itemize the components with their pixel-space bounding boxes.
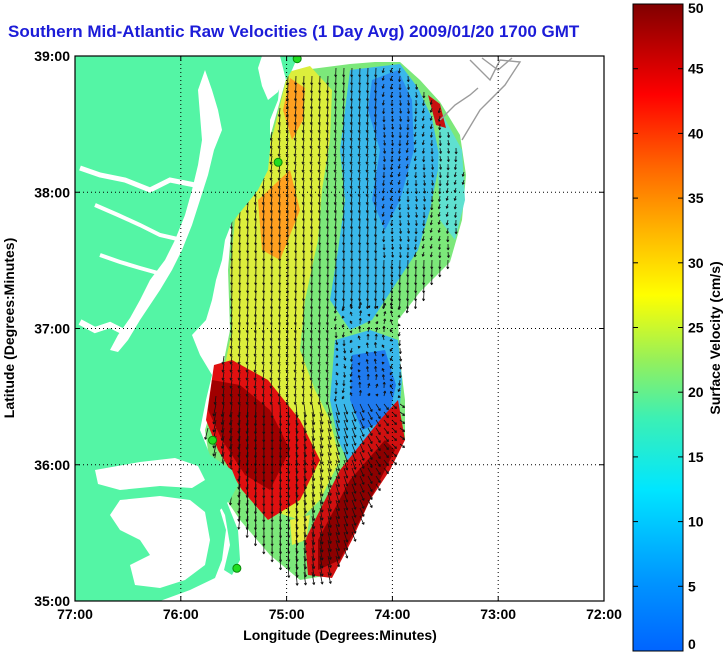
outer-banks [212, 480, 240, 575]
colorbar-tick-label: 20 [688, 384, 704, 400]
radar-station-marker [273, 157, 283, 167]
delaware-bay [258, 56, 285, 100]
velocity-zone-orange [283, 78, 305, 140]
albemarle-sound [95, 458, 205, 490]
y-axis-label: Latitude (Degrees:Minutes) [1, 238, 17, 418]
chesapeake-bay [110, 70, 222, 352]
velocity-zone-blue [350, 350, 396, 430]
map-grid [75, 56, 604, 601]
bathymetry-contours [439, 57, 522, 141]
velocity-zone-orange [258, 170, 300, 260]
radar-station-marker [232, 563, 242, 573]
x-tick-label: 73:00 [480, 606, 516, 622]
york-river [99, 253, 166, 277]
colorbar-tick-label: 30 [688, 255, 704, 271]
velocity-zone-blue [368, 70, 414, 230]
x-tick-label: 76:00 [163, 606, 199, 622]
rappahannock-river [94, 203, 183, 242]
velocity-arrow-set [204, 67, 465, 586]
colorbar-tick-label: 25 [688, 320, 704, 336]
map-plot-area [75, 56, 604, 601]
radar-stations [208, 56, 302, 573]
y-tick-label: 39:00 [34, 48, 70, 64]
colorbar-gradient [632, 3, 684, 652]
colorbar-tick-label: 35 [688, 190, 704, 206]
velocity-vectors [204, 67, 465, 586]
velocity-zone-cyan [438, 110, 465, 240]
colorbar-tick-label: 0 [688, 636, 696, 652]
y-tick-label: 38:00 [34, 184, 70, 200]
x-tick-label: 72:00 [586, 606, 622, 622]
colorbar-ticks: 0 5 10 15 20 25 30 35 40 45 50 [633, 0, 704, 652]
y-tick-label: 37:00 [34, 321, 70, 337]
y-tick-label: 36:00 [34, 457, 70, 473]
colorbar-label: Surface Velocity (cm/s) [707, 261, 723, 414]
land [75, 56, 298, 601]
pamlico-sound [110, 496, 210, 588]
map-title: Southern Mid-Atlantic Raw Velocities (1 … [8, 22, 580, 41]
x-axis-label: Longitude (Degrees:Minutes) [243, 627, 437, 643]
new-jersey-shore [280, 56, 298, 80]
latitude-ticks: 35:00 36:00 37:00 38:00 39:00 [34, 48, 604, 609]
velocity-field [204, 62, 466, 586]
velocity-zone-darkred [208, 380, 290, 490]
x-tick-label: 77:00 [57, 606, 93, 622]
colorbar-tick-label: 40 [688, 125, 704, 141]
radar-station-marker [208, 435, 218, 445]
x-tick-label: 75:00 [269, 606, 305, 622]
colorbar: 0 5 10 15 20 25 30 35 40 45 50 Surface Velocity (c… [632, 0, 723, 652]
colorbar-tick-label: 5 [688, 578, 696, 594]
potomac-river [79, 165, 196, 193]
colorbar-tick-label: 10 [688, 514, 704, 530]
colorbar-tick-label: 45 [688, 61, 704, 77]
x-tick-label: 74:00 [374, 606, 410, 622]
y-tick-label: 35:00 [34, 593, 70, 609]
radar-station-marker [292, 56, 302, 64]
james-river [78, 319, 132, 338]
colorbar-tick-label: 50 [688, 0, 704, 16]
colorbar-tick-label: 15 [688, 449, 704, 465]
longitude-ticks: 77:00 76:00 75:00 74:00 73:00 72:00 [57, 56, 622, 622]
